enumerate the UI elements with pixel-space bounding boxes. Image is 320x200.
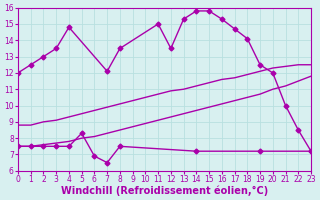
X-axis label: Windchill (Refroidissement éolien,°C): Windchill (Refroidissement éolien,°C) [61, 185, 268, 196]
